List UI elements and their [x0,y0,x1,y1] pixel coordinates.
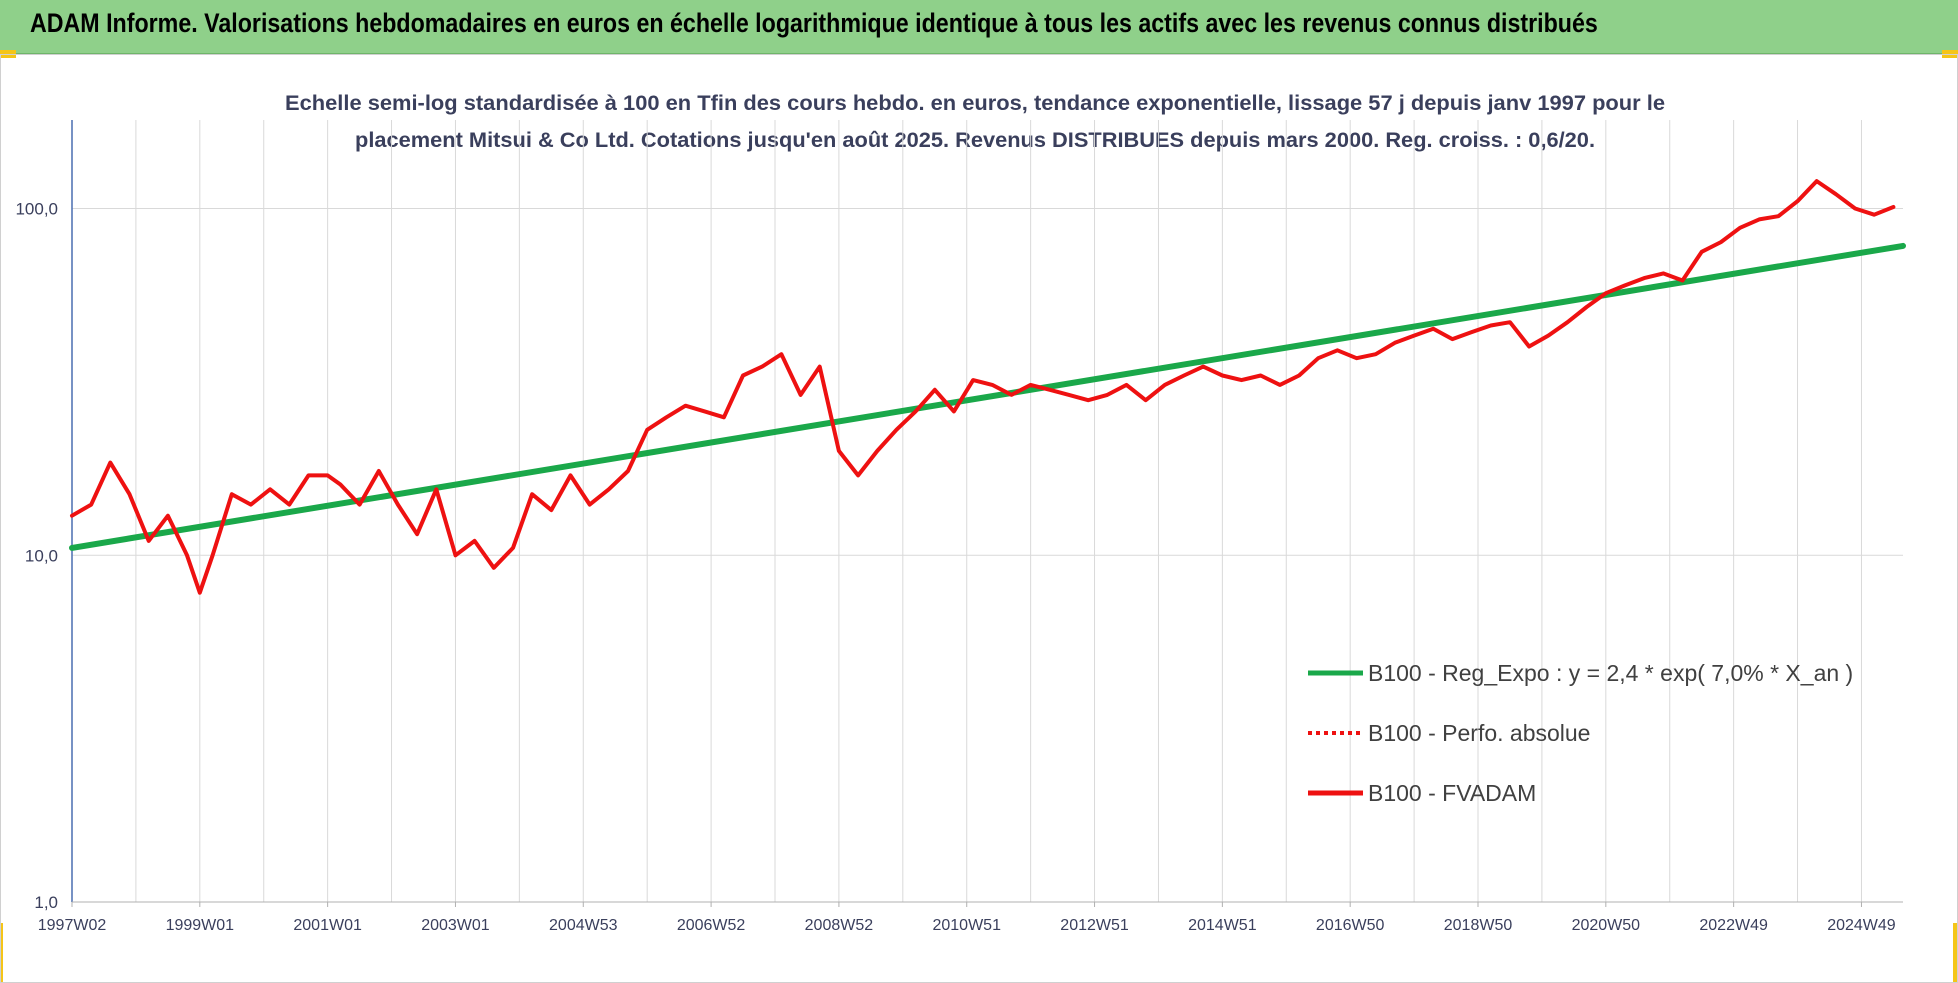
x-tick-label: 1999W01 [166,917,235,934]
y-tick-label: 1,0 [34,893,58,912]
chart-title-line1: Echelle semi-log standardisée à 100 en T… [285,92,1665,115]
x-tick-label: 2014W51 [1188,917,1257,934]
corner-accent-bottom-left [0,923,3,983]
y-tick-label: 100,0 [15,200,58,219]
series-line [70,179,1896,595]
x-tick-label: 2001W01 [293,917,362,934]
x-tick-label: 1997W02 [38,917,107,934]
corner-accent-bottom-right [1953,923,1958,983]
x-tick-label: 2004W53 [549,917,618,934]
chart-title-line2: placement Mitsui & Co Ltd. Cotations jus… [355,129,1595,152]
title-bar: ADAM Informe. Valorisations hebdomadaire… [0,0,1958,54]
x-tick-label: 2024W49 [1827,917,1896,934]
x-tick-label: 2010W51 [932,917,1001,934]
series-layer [69,179,1906,595]
legend-label: B100 - Perfo. absolue [1368,720,1590,746]
legend-label: B100 - Reg_Expo : y = 2,4 * exp( 7,0% * … [1368,660,1853,686]
x-tick-label: 2003W01 [421,917,490,934]
x-tick-label: 2012W51 [1060,917,1129,934]
x-tick-label: 2022W49 [1699,917,1768,934]
legend-label: B100 - FVADAM [1368,780,1536,806]
y-tick-label: 10,0 [25,546,58,565]
x-tick-label: 2020W50 [1572,917,1641,934]
series-line [69,242,1906,551]
x-tick-label: 2018W50 [1444,917,1513,934]
x-tick-label: 2008W52 [805,917,874,934]
x-tick-label: 2006W52 [677,917,746,934]
page-title: ADAM Informe. Valorisations hebdomadaire… [30,8,1598,38]
axis-layer: 1,0 10,0 100,0 1997W02 1999W01 2001W01 2003W01… [15,120,1903,934]
x-tick-label: 2016W50 [1316,917,1385,934]
legend: B100 - Reg_Expo : y = 2,4 * exp( 7,0% * … [1308,660,1853,806]
grid-layer [71,120,1903,902]
